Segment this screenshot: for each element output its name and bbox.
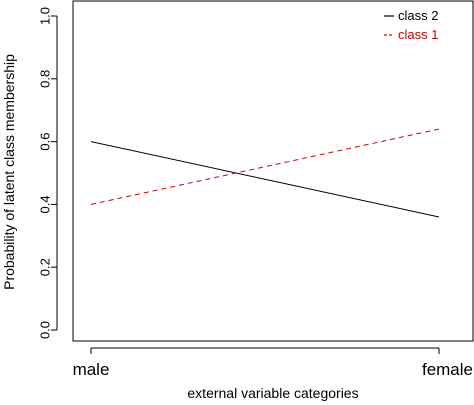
series-layer: [90, 128, 440, 218]
legend: class 2 class 1: [384, 8, 438, 42]
y-tick-label: 0.4: [37, 195, 52, 213]
plot-frame: [72, 0, 474, 342]
y-tick-label: 0.0: [37, 321, 52, 339]
y-tick-label: 0.6: [37, 133, 52, 151]
y-tick-label: 0.2: [37, 258, 52, 276]
y-axis: 0.0 0.2 0.4 0.6 0.8 1.0: [37, 7, 58, 339]
y-tick-label: 1.0: [37, 7, 52, 25]
x-tick-label: female: [422, 360, 473, 379]
x-axis-title: external variable categories: [187, 385, 358, 401]
x-tick-label: male: [73, 360, 110, 379]
x-axis: male female: [73, 347, 473, 379]
legend-label: class 2: [398, 8, 438, 23]
y-tick-label: 0.8: [37, 70, 52, 88]
series-line-class-1: [90, 128, 440, 205]
series-line-class-2: [90, 141, 440, 218]
y-axis-title: Probability of latent class membership: [1, 54, 17, 290]
legend-label: class 1: [398, 27, 438, 42]
